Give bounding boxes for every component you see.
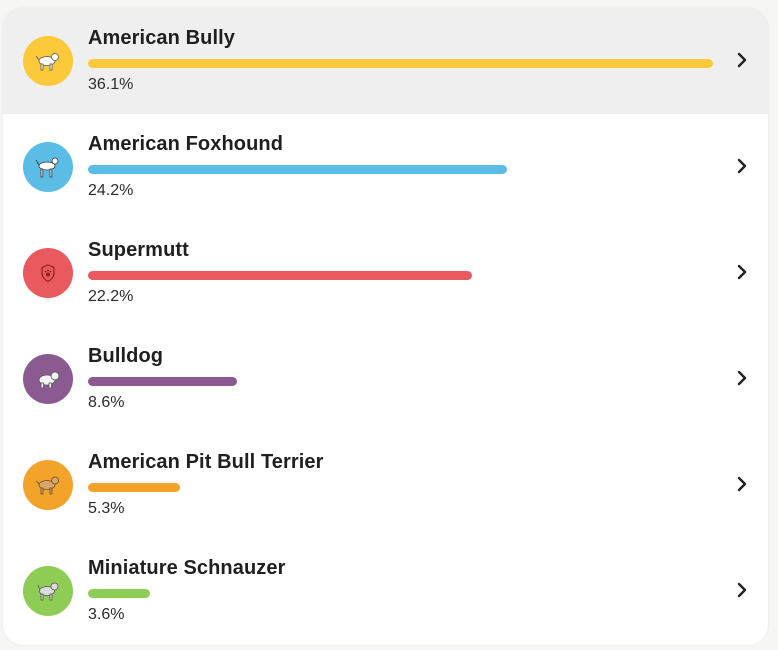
percent-label: 22.2% xyxy=(88,288,134,305)
dog-icon xyxy=(35,157,59,178)
dog-icon xyxy=(35,476,59,495)
breed-avatar xyxy=(23,142,73,192)
chevron-right-icon xyxy=(737,52,747,68)
percent-bar xyxy=(88,377,713,386)
breed-name: Supermutt xyxy=(88,239,189,261)
percent-label: 5.3% xyxy=(88,500,125,517)
shield-paw-icon xyxy=(41,264,55,283)
chevron-right-icon xyxy=(737,476,747,492)
breed-avatar xyxy=(23,36,73,86)
chevron-right-icon xyxy=(737,370,747,386)
breed-row-american-pit-bull-terrier[interactable]: American Pit Bull Terrier 5.3% xyxy=(3,432,768,538)
breed-avatar xyxy=(23,460,73,510)
breed-avatar xyxy=(23,354,73,404)
breed-name: American Foxhound xyxy=(88,133,284,155)
breed-name: American Bully xyxy=(88,27,236,49)
breed-row-supermutt[interactable]: Supermutt 22.2% xyxy=(3,220,768,326)
dog-icon xyxy=(38,371,60,389)
breed-avatar xyxy=(23,248,73,298)
percent-bar xyxy=(88,165,713,174)
percent-bar xyxy=(88,483,713,492)
chevron-right-icon xyxy=(737,582,747,598)
percent-bar xyxy=(88,271,713,280)
percent-label: 36.1% xyxy=(88,76,134,93)
breed-row-american-bully[interactable]: American Bully 36.1% xyxy=(3,8,768,114)
percent-label: 8.6% xyxy=(88,394,125,411)
breed-row-bulldog[interactable]: Bulldog 8.6% xyxy=(3,326,768,432)
breed-name: American Pit Bull Terrier xyxy=(88,451,324,473)
breed-list: American Bully 36.1% American Foxhound 2… xyxy=(3,8,768,645)
chevron-right-icon xyxy=(737,158,747,174)
breed-row-miniature-schnauzer[interactable]: Miniature Schnauzer 3.6% xyxy=(3,538,768,644)
breed-name: Miniature Schnauzer xyxy=(88,557,286,579)
breed-row-american-foxhound[interactable]: American Foxhound 24.2% xyxy=(3,114,768,220)
dog-icon xyxy=(35,53,59,71)
percent-label: 3.6% xyxy=(88,606,125,623)
breed-name: Bulldog xyxy=(88,345,164,367)
dog-icon xyxy=(37,582,59,601)
percent-label: 24.2% xyxy=(88,182,134,199)
breed-avatar xyxy=(23,566,73,616)
percent-bar xyxy=(88,59,713,68)
percent-bar xyxy=(88,589,713,598)
chevron-right-icon xyxy=(737,264,747,280)
